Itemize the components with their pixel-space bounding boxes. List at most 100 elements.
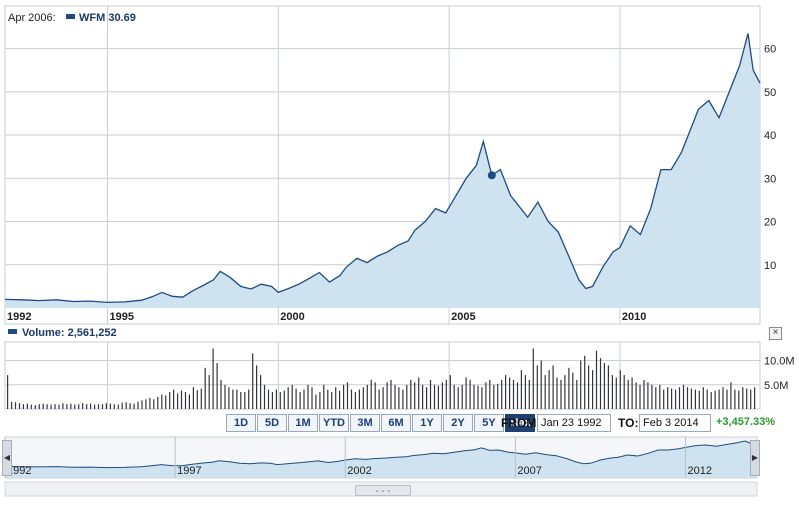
series-legend-label: WFM 30.69 [79, 12, 136, 24]
volume-bar [576, 379, 578, 409]
navigator-x-axis: 1992 1997 2002 2007 2012 [4, 437, 712, 478]
volume-bar [62, 403, 64, 409]
volume-bar [279, 392, 281, 409]
volume-bar [698, 390, 700, 409]
volume-bar [505, 375, 507, 409]
to-date-input[interactable]: Feb 3 2014 [639, 414, 711, 432]
range-button-2y[interactable]: 2Y [443, 414, 473, 432]
volume-bar [418, 377, 420, 409]
volume-bar [493, 384, 495, 409]
volume-bar [34, 405, 36, 409]
volume-bar [509, 377, 511, 409]
volume-bar [647, 382, 649, 409]
volume-bar [584, 355, 586, 409]
volume-bar [149, 397, 151, 409]
volume-bar [323, 384, 325, 409]
volume-bar [370, 379, 372, 409]
range-button-1y[interactable]: 1Y [412, 414, 442, 432]
volume-bar [188, 394, 190, 409]
scrollbar-thumb-icon[interactable]: ⌄⌄⌄ [355, 485, 411, 496]
volume-bar [70, 403, 72, 409]
navigator-x-tick-label: 2012 [688, 465, 712, 477]
volume-bar [220, 379, 222, 409]
volume-bar [402, 389, 404, 409]
volume-bar [177, 393, 179, 409]
hover-marker[interactable] [487, 171, 496, 180]
volume-bar [714, 390, 716, 409]
volume-bar [734, 389, 736, 409]
volume-bar [410, 379, 412, 409]
volume-bar [663, 389, 665, 409]
volume-bar [738, 390, 740, 409]
volume-bar [702, 387, 704, 409]
volume-bar [382, 387, 384, 409]
volume-bar [512, 379, 515, 409]
navigator-right-handle-icon[interactable]: ▶ [750, 440, 760, 476]
volume-bar [263, 384, 266, 409]
volume-bar [682, 384, 685, 409]
volume-bar [200, 388, 202, 409]
volume-bar [271, 392, 273, 409]
volume-bar [232, 389, 234, 409]
volume-bar [366, 384, 368, 409]
volume-bar [378, 389, 380, 409]
volume-bar [38, 404, 40, 409]
volume-bar [422, 384, 424, 409]
volume-bar [730, 382, 732, 409]
range-button-5y[interactable]: 5Y [474, 414, 504, 432]
from-label: FROM: [501, 416, 541, 430]
volume-swatch-icon [8, 329, 17, 334]
navigator-x-tick-label: 2002 [347, 465, 371, 477]
from-date-input[interactable]: Jan 23 1992 [537, 414, 611, 432]
volume-bar [346, 382, 349, 409]
volume-bar [327, 389, 329, 409]
range-button-3m[interactable]: 3M [350, 414, 380, 432]
volume-bar [631, 377, 633, 409]
range-button-max[interactable]: Max [505, 414, 535, 432]
volume-bar [252, 353, 254, 409]
volume-bar [398, 387, 400, 409]
volume-bar [109, 403, 111, 409]
volume-bar [244, 392, 246, 409]
volume-bar [165, 395, 167, 409]
volume-bar [619, 370, 621, 409]
y-tick-label: 50 [764, 87, 776, 99]
volume-bar [528, 379, 530, 409]
volume-bar [394, 384, 396, 409]
volume-bar [501, 379, 503, 409]
volume-bar [82, 403, 84, 409]
range-button-ytd[interactable]: YTD [319, 414, 349, 432]
volume-bar [603, 363, 605, 409]
volume-bar [303, 389, 305, 409]
volume-bar [145, 399, 147, 409]
navigator-left-handle-icon[interactable]: ◀ [2, 440, 12, 476]
volume-bar [184, 392, 187, 409]
volume-bar [228, 387, 230, 409]
close-volume-icon[interactable]: × [769, 327, 782, 340]
price-y-axis: 10 20 30 40 50 60 [764, 44, 776, 272]
range-button-1m[interactable]: 1M [288, 414, 318, 432]
volume-bar [441, 382, 443, 409]
volume-bar [137, 401, 139, 409]
volume-bar [74, 404, 76, 409]
volume-y-axis: 5.0M 10.0M [764, 356, 795, 392]
x-tick-label: 2000 [280, 311, 304, 323]
range-button-5d[interactable]: 5D [257, 414, 287, 432]
volume-bar [659, 384, 661, 409]
volume-bar [358, 389, 360, 409]
series-swatch-icon [66, 14, 75, 19]
volume-bar [572, 372, 574, 409]
range-button-1d[interactable]: 1D [226, 414, 256, 432]
volume-bar [433, 384, 436, 409]
x-tick-label: 2010 [622, 311, 646, 323]
volume-bar [449, 375, 451, 409]
volume-bar [457, 387, 459, 409]
volume-bar [240, 392, 242, 409]
volume-bar [121, 402, 123, 409]
volume-bar [192, 387, 194, 409]
range-button-6m[interactable]: 6M [381, 414, 411, 432]
navigator-x-tick-label: 2007 [517, 465, 541, 477]
volume-bar [710, 392, 712, 409]
y-tick-label: 20 [764, 217, 776, 229]
